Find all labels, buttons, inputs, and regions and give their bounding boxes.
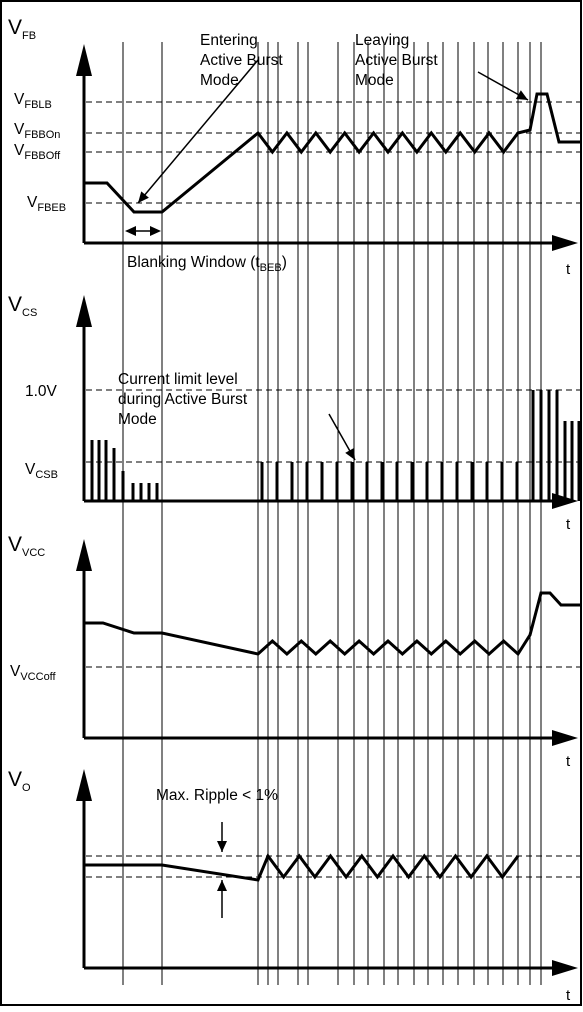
vfb-waveform [84,92,580,214]
level-label-vcsb: VCSB [25,461,58,481]
time-label-3: t [566,753,571,770]
time-label-2: t [566,516,571,533]
ripple-arrow-down-head [217,841,227,852]
level-label-vvccoff: VVCCoff [10,663,57,683]
max-ripple-label: Max. Ripple < 1% [156,787,278,804]
x-axis-arrowhead-3 [552,730,578,746]
ripple-arrow-up-head [217,880,227,891]
vcs-pulses [90,390,581,501]
vvcc-waveform [84,591,580,657]
level-label-vfbeb: VFBEB [27,194,66,214]
waveforms [84,92,580,882]
leaving-line-3: Mode [355,72,394,89]
entering-line-1: Entering [200,32,258,49]
leaving-line-1: Leaving [355,32,409,49]
level-lines [86,101,580,878]
time-label-4: t [566,987,571,1004]
vvcc-symbol: VVCC [8,533,45,559]
vcs-symbol: VCS [8,293,37,319]
blanking-window-head-left [125,226,136,236]
annotation-arrowheads [125,90,528,891]
level-label-vfbbon: VFBBOn [14,121,60,141]
time-label-1: t [566,261,571,278]
current-limit-line-2: during Active Burst [118,391,248,408]
x-axis-arrowhead-1 [552,235,578,251]
entering-line-3: Mode [200,72,239,89]
y-axis-arrowhead-4 [76,769,92,801]
vo-waveform [84,852,520,882]
entering-arrow-shaft [137,59,259,204]
vo-symbol: VO [8,768,31,794]
time-markers [122,42,542,985]
y-axis-arrowhead-2 [76,295,92,327]
leaving-arrow-head [515,90,528,100]
level-label-vfbboff: VFBBOff [14,142,61,162]
level-label-1v: 1.0V [25,383,58,400]
current-limit-line-1: Current limit level [118,371,238,388]
blanking-window-head-right [150,226,161,236]
entering-arrow-head [138,191,149,203]
entering-line-2: Active Burst [200,52,283,69]
leaving-line-2: Active Burst [355,52,438,69]
current-limit-line-3: Mode [118,411,157,428]
vfb-symbol: VFB [8,16,36,42]
blanking-window-label: Blanking Window (tBEB) [127,254,287,274]
current-limit-arrow-head [345,447,355,460]
level-label-vfblb: VFBLB [14,91,52,111]
x-axis-arrowhead-4 [552,960,578,976]
text-layer: VFB VFBLB VFBBOn VFBBOff VFBEB t Enterin… [8,16,571,1004]
y-axis-arrowhead-3 [76,539,92,571]
axes [82,74,556,970]
y-axis-arrowhead-1 [76,44,92,76]
